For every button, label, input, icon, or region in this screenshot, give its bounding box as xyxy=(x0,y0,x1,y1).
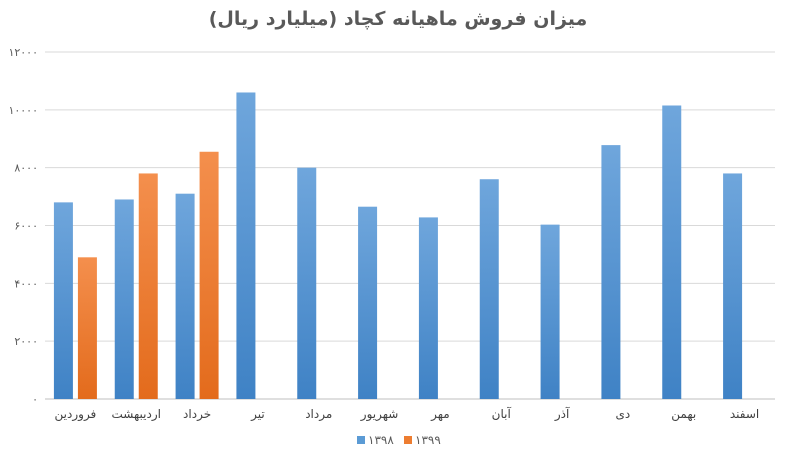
bar-series0-9 xyxy=(601,145,621,399)
bar-series0-8 xyxy=(540,224,560,399)
x-tick-label: اردیبهشت xyxy=(112,407,161,422)
y-tick-label: ۰ xyxy=(32,393,38,406)
bar-series0-7 xyxy=(479,179,499,399)
x-tick-label: آبان xyxy=(492,406,512,421)
legend: ۱۳۹۸ ۱۳۹۹ xyxy=(357,433,441,447)
y-tick-label: ۴۰۰۰ xyxy=(14,277,38,290)
y-tick-label: ۲۰۰۰ xyxy=(14,335,38,348)
legend-swatch-1 xyxy=(404,436,412,444)
x-tick-label: تیر xyxy=(250,407,265,422)
bar-series0-6 xyxy=(418,217,438,399)
chart-title: میزان فروش ماهیانه کچاد (میلیارد ریال) xyxy=(209,8,588,30)
y-tick-label: ۱۲۰۰۰ xyxy=(8,46,38,59)
x-tick-label: بهمن xyxy=(671,407,696,422)
x-tick-label: مهر xyxy=(430,407,450,422)
x-axis-ticks: فروردین اردیبهشت خرداد تیر مرداد شهریور مهر آبا… xyxy=(55,406,760,422)
bar-series0-2 xyxy=(175,193,195,399)
bar-series0-0 xyxy=(53,202,73,399)
y-axis-ticks: ۰ ۲۰۰۰ ۴۰۰۰ ۶۰۰۰ ۸۰۰۰ ۱۰۰۰۰ ۱۲۰۰۰ xyxy=(8,46,38,406)
legend-swatch-0 xyxy=(357,436,365,444)
y-tick-label: ۱۰۰۰۰ xyxy=(8,104,38,117)
bar-series1-0 xyxy=(77,257,97,399)
bar-series1-2 xyxy=(199,151,219,399)
bars xyxy=(53,92,743,399)
x-tick-label: شهریور xyxy=(360,407,399,422)
x-tick-label: آذر xyxy=(554,406,570,422)
legend-label-0: ۱۳۹۸ xyxy=(368,433,394,447)
x-tick-label: دی xyxy=(616,407,631,421)
x-tick-label: اسفند xyxy=(730,407,759,421)
legend-label-1: ۱۳۹۹ xyxy=(415,433,441,447)
y-tick-label: ۸۰۰۰ xyxy=(14,162,38,175)
bar-series0-1 xyxy=(114,199,134,399)
bar-series1-1 xyxy=(138,173,158,399)
bar-series0-4 xyxy=(297,167,317,399)
bar-series0-10 xyxy=(662,105,682,399)
x-tick-label: خرداد xyxy=(183,407,211,422)
bar-series0-3 xyxy=(236,92,256,399)
bar-series0-11 xyxy=(723,173,743,399)
gridlines xyxy=(45,51,775,400)
x-tick-label: مرداد xyxy=(305,407,332,422)
x-tick-label: فروردین xyxy=(55,407,97,422)
bar-series0-5 xyxy=(358,206,378,399)
y-tick-label: ۶۰۰۰ xyxy=(14,220,38,233)
